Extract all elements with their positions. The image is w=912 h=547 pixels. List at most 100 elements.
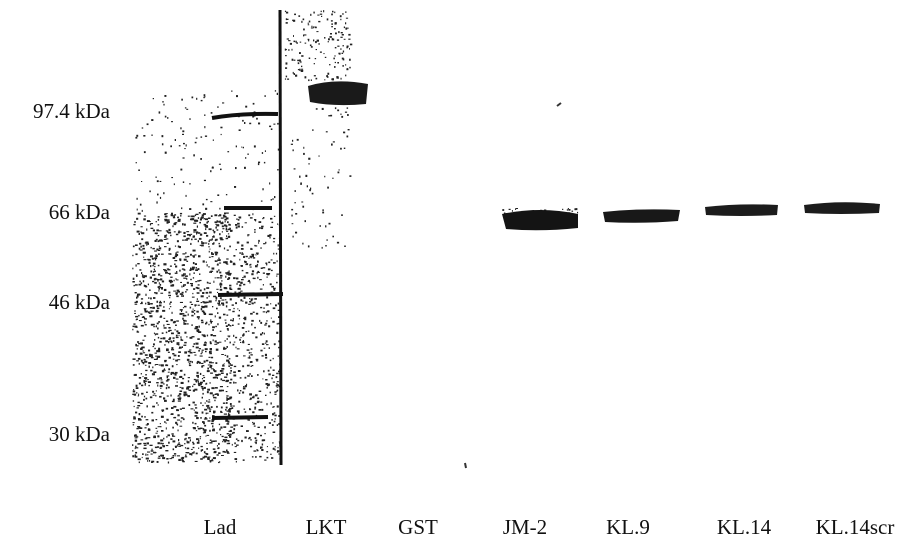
speckle	[224, 354, 227, 356]
speckle	[235, 460, 237, 463]
speckle	[183, 277, 187, 279]
speckle	[293, 168, 296, 170]
speckle	[226, 314, 229, 316]
speckle	[181, 456, 185, 459]
speckle	[224, 216, 227, 218]
speckle	[136, 407, 139, 409]
speckle	[159, 180, 162, 182]
speckle	[212, 326, 215, 329]
speckle	[165, 427, 167, 430]
speckle	[330, 20, 333, 22]
speckle	[217, 263, 219, 266]
speckle	[262, 217, 265, 219]
speckle	[313, 26, 315, 29]
speckle	[210, 460, 214, 462]
speckle	[219, 214, 222, 217]
speckle	[177, 216, 179, 219]
speckle	[179, 376, 181, 378]
speckle	[207, 220, 209, 223]
speckle	[175, 378, 179, 380]
speckle	[334, 47, 337, 49]
speckle	[181, 310, 183, 312]
speckle	[199, 383, 202, 386]
speckle	[143, 433, 146, 436]
speckle	[138, 314, 140, 317]
speckle	[255, 358, 259, 361]
speckle	[134, 437, 138, 439]
speckle	[310, 46, 313, 48]
speckle	[274, 446, 276, 448]
speckle	[212, 425, 214, 428]
speckle	[166, 384, 168, 387]
speckle	[158, 287, 160, 290]
speckle	[273, 237, 276, 240]
speckle	[199, 372, 202, 375]
speckle	[203, 335, 206, 338]
speckle	[228, 409, 231, 411]
speckle	[186, 260, 189, 262]
speckle	[233, 451, 237, 453]
speckle	[176, 320, 179, 322]
speckle	[220, 426, 223, 429]
speckle	[135, 319, 137, 321]
speckle	[194, 263, 197, 265]
speckle	[242, 146, 244, 149]
speckle	[171, 332, 174, 335]
speckle	[308, 163, 310, 165]
speckle	[179, 309, 183, 311]
speckle	[251, 456, 254, 458]
speckle	[347, 27, 349, 29]
speckle	[262, 272, 265, 274]
speckle	[266, 451, 269, 453]
speckle	[146, 442, 149, 445]
speckle	[161, 332, 164, 334]
lane-label: Lad	[204, 515, 237, 539]
speckle	[195, 269, 198, 271]
speckle	[184, 223, 186, 226]
speckle	[176, 240, 179, 243]
speckle	[162, 457, 166, 460]
speckle	[215, 299, 217, 302]
speckle	[255, 336, 258, 339]
speckle	[141, 209, 143, 212]
speckle	[151, 460, 155, 463]
speckle	[243, 355, 246, 357]
speckle	[200, 417, 202, 419]
speckle	[218, 423, 221, 426]
speckle	[324, 175, 326, 178]
speckle	[248, 351, 250, 354]
speckle	[213, 451, 217, 454]
speckle	[277, 302, 279, 305]
speckle	[162, 444, 164, 447]
speckle	[166, 268, 170, 270]
speckle	[195, 430, 198, 432]
speckle	[176, 279, 179, 281]
speckle	[268, 422, 271, 424]
speckle	[329, 64, 331, 66]
speckle	[221, 389, 224, 392]
speckle	[150, 369, 153, 372]
speckle	[189, 208, 192, 210]
speckle	[254, 326, 256, 329]
speckle	[246, 430, 249, 432]
speckle	[274, 196, 276, 199]
speckle	[222, 239, 224, 241]
speckle	[225, 272, 228, 274]
speckle	[146, 405, 148, 408]
speckle	[168, 356, 171, 359]
speckle	[179, 269, 181, 272]
speckle	[267, 234, 270, 237]
speckle	[203, 431, 206, 434]
speckle	[225, 237, 229, 240]
speckle	[170, 319, 173, 322]
speckle	[289, 42, 292, 45]
speckle	[275, 385, 278, 387]
speckle	[292, 149, 294, 152]
speckle	[135, 162, 137, 164]
speckle	[210, 321, 212, 324]
speckle	[194, 219, 197, 222]
speckle	[192, 277, 195, 279]
speckle	[260, 200, 263, 202]
speckle	[200, 158, 202, 160]
speckle	[269, 391, 271, 394]
